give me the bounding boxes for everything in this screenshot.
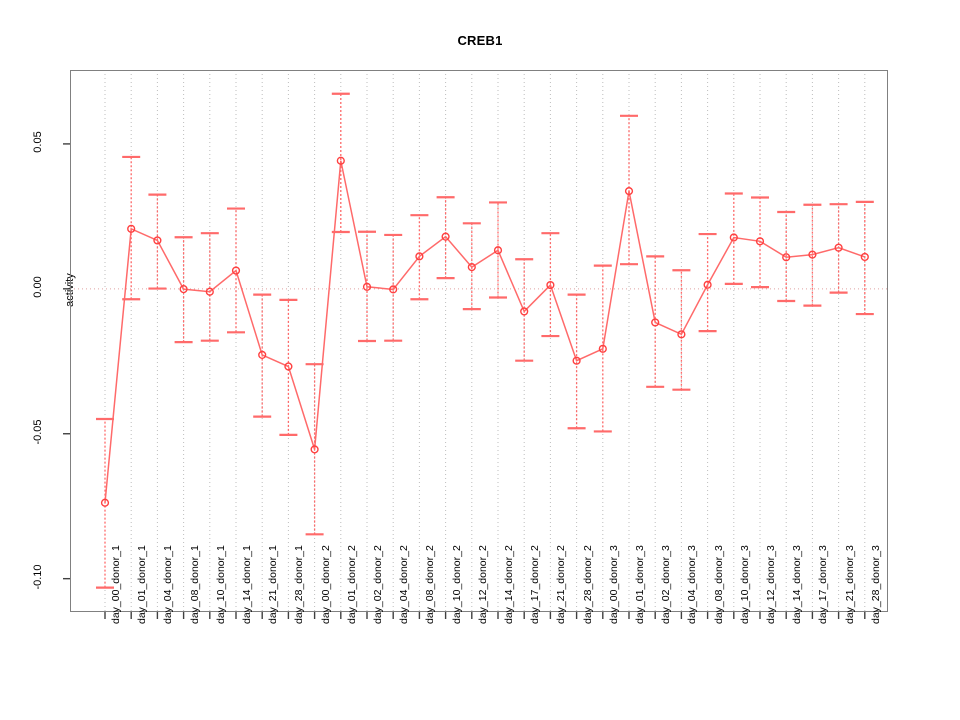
x-tick-label: day_14_donor_3 bbox=[791, 545, 804, 624]
series-polyline bbox=[104, 160, 866, 503]
data-point bbox=[153, 236, 162, 245]
data-point bbox=[729, 233, 738, 242]
x-tick-label: day_14_donor_1 bbox=[241, 545, 253, 624]
data-point bbox=[362, 282, 372, 291]
data-point bbox=[755, 237, 765, 246]
x-tick-label: day_12_donor_2 bbox=[476, 545, 489, 624]
x-tick-label: day_02_donor_3 bbox=[660, 545, 673, 624]
x-tick-label: day_17_donor_2 bbox=[529, 545, 542, 624]
x-tick-label: day_01_donor_3 bbox=[634, 545, 646, 624]
data-point bbox=[467, 262, 476, 272]
page-title: CREB1 bbox=[457, 33, 503, 48]
x-tick-label: day_00_donor_2 bbox=[319, 545, 332, 624]
x-tick-label: day_14_donor_2 bbox=[503, 545, 515, 624]
data-point bbox=[572, 356, 581, 365]
gridlines-group bbox=[104, 70, 866, 612]
data-point bbox=[520, 307, 529, 316]
x-tick-label: day_00_donor_3 bbox=[607, 545, 620, 624]
data-point bbox=[310, 445, 319, 454]
x-tick-label: day_12_donor_3 bbox=[765, 545, 777, 624]
data-points-group bbox=[100, 156, 869, 507]
data-point bbox=[441, 232, 450, 241]
data-line bbox=[104, 160, 866, 503]
y-axis-ticks bbox=[63, 143, 70, 580]
x-tick-label: day_10_donor_3 bbox=[738, 545, 751, 624]
x-tick-label: day_10_donor_1 bbox=[214, 545, 227, 624]
data-point bbox=[782, 253, 791, 262]
x-tick-label: day_17_donor_3 bbox=[817, 545, 830, 624]
data-point bbox=[127, 224, 136, 233]
data-point bbox=[546, 280, 555, 290]
data-point bbox=[598, 344, 607, 353]
x-axis-ticks bbox=[104, 612, 866, 619]
data-point bbox=[415, 252, 424, 261]
x-tick-label: day_28_donor_2 bbox=[581, 545, 594, 624]
x-tick-label: day_04_donor_1 bbox=[162, 545, 175, 624]
y-tick-label: -0.10 bbox=[32, 564, 44, 590]
x-tick-label: day_28_donor_1 bbox=[293, 545, 306, 624]
data-point bbox=[284, 362, 293, 371]
data-point bbox=[336, 156, 345, 165]
x-tick-label: day_01_donor_2 bbox=[345, 545, 358, 624]
y-tick-label: 0.00 bbox=[32, 276, 44, 298]
data-point bbox=[651, 318, 660, 327]
data-point bbox=[100, 498, 110, 507]
x-tick-label: day_08_donor_1 bbox=[188, 545, 201, 624]
data-point bbox=[493, 246, 503, 255]
x-tick-label: day_21_donor_3 bbox=[843, 545, 856, 624]
x-tick-label: day_01_donor_1 bbox=[136, 545, 149, 624]
data-point bbox=[231, 266, 241, 275]
x-tick-label: day_08_donor_2 bbox=[424, 545, 437, 624]
data-point bbox=[677, 330, 686, 339]
y-tick-label: 0.05 bbox=[32, 131, 44, 153]
x-tick-label: day_00_donor_1 bbox=[110, 545, 122, 624]
error-bars-group bbox=[96, 92, 874, 589]
data-point bbox=[808, 250, 817, 259]
x-tick-label: day_21_donor_2 bbox=[555, 545, 568, 624]
data-point bbox=[258, 350, 267, 360]
data-point bbox=[205, 287, 214, 296]
y-tick-label: -0.05 bbox=[32, 419, 44, 445]
data-point bbox=[179, 285, 188, 294]
x-tick-label: day_10_donor_2 bbox=[450, 545, 463, 624]
x-tick-label: day_08_donor_3 bbox=[712, 545, 725, 624]
x-tick-label: day_04_donor_2 bbox=[398, 545, 411, 624]
x-tick-label: day_28_donor_3 bbox=[869, 545, 882, 624]
data-point bbox=[834, 243, 843, 252]
x-tick-label: day_21_donor_1 bbox=[267, 545, 280, 624]
data-point bbox=[624, 187, 634, 196]
x-tick-label: day_02_donor_2 bbox=[372, 545, 384, 624]
plot-frame bbox=[70, 70, 888, 612]
data-point bbox=[860, 252, 869, 262]
x-tick-label: day_04_donor_3 bbox=[686, 545, 699, 624]
data-point bbox=[703, 280, 712, 289]
data-point bbox=[389, 285, 398, 294]
